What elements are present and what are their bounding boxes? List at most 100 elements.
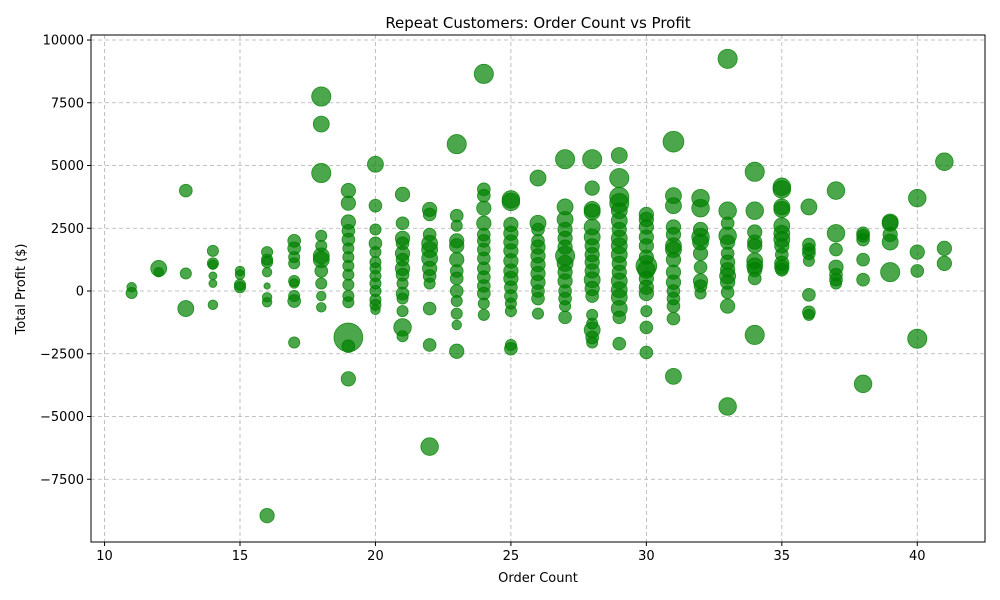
data-point <box>666 299 681 313</box>
data-point <box>476 200 492 216</box>
x-tick-label: 35 <box>774 549 791 564</box>
x-tick-label: 30 <box>638 549 655 564</box>
data-point <box>422 301 437 316</box>
data-point <box>288 278 300 289</box>
data-point <box>477 308 490 321</box>
data-point <box>315 277 328 290</box>
y-tick-label: 0 <box>76 285 84 300</box>
data-point <box>233 281 246 294</box>
data-point <box>747 271 762 286</box>
x-axis-ticks: 10 15 20 25 30 35 40 <box>96 542 926 564</box>
data-point <box>584 180 600 196</box>
data-point <box>744 161 765 182</box>
data-point <box>691 198 710 218</box>
data-point <box>747 238 763 254</box>
data-point <box>555 149 576 170</box>
data-point <box>585 289 599 303</box>
data-point <box>612 336 627 351</box>
data-point <box>772 180 792 199</box>
plot-frame <box>90 34 986 543</box>
data-point <box>693 260 708 274</box>
data-point <box>826 181 846 200</box>
data-point <box>717 48 738 69</box>
data-point <box>586 336 599 349</box>
data-point <box>259 508 275 524</box>
data-point <box>666 311 681 326</box>
data-point <box>179 183 193 198</box>
data-point <box>449 238 465 254</box>
data-point <box>720 285 735 300</box>
data-point <box>316 290 327 302</box>
data-point <box>559 300 572 313</box>
data-point <box>504 341 518 356</box>
data-point <box>396 330 409 343</box>
data-point <box>394 186 411 202</box>
data-point <box>936 240 952 256</box>
y-tick-label: 10000 <box>43 34 84 49</box>
data-point <box>800 198 818 216</box>
data-point <box>315 229 328 242</box>
data-point <box>880 262 901 283</box>
data-point <box>263 282 271 290</box>
data-point <box>261 266 273 278</box>
data-point <box>451 319 462 331</box>
data-point <box>665 367 682 385</box>
data-point <box>179 267 192 280</box>
data-point <box>367 155 384 173</box>
data-point <box>341 339 356 354</box>
chart-title: Repeat Customers: Order Count vs Profit <box>385 14 690 32</box>
data-point <box>638 285 654 302</box>
data-point <box>829 242 843 257</box>
data-point <box>610 147 628 164</box>
data-point <box>531 291 545 306</box>
data-point <box>208 271 218 281</box>
data-point <box>935 152 954 171</box>
data-point <box>208 279 218 288</box>
data-point <box>856 252 870 267</box>
data-point <box>775 262 789 277</box>
data-point <box>340 195 356 211</box>
data-point <box>311 163 332 184</box>
data-point <box>694 287 707 300</box>
data-point <box>423 277 436 290</box>
data-point <box>450 295 463 308</box>
data-point <box>802 254 815 267</box>
data-point <box>639 345 654 360</box>
data-point <box>177 300 195 317</box>
data-point <box>342 296 355 309</box>
data-point <box>449 271 464 286</box>
data-point <box>312 115 330 133</box>
data-point <box>773 201 791 218</box>
data-point <box>830 277 843 290</box>
data-point <box>609 168 630 189</box>
data-point <box>936 255 952 272</box>
data-point <box>340 371 356 387</box>
data-point <box>314 264 329 278</box>
data-point <box>342 278 355 291</box>
data-point <box>529 169 547 187</box>
data-point <box>720 298 736 314</box>
y-axis-ticks: −7500 −5000 −2500 0 2500 5000 7500 10000 <box>40 34 91 488</box>
data-point <box>450 219 463 232</box>
data-point <box>802 287 816 302</box>
data-point <box>396 305 409 318</box>
data-point <box>802 308 815 321</box>
data-point <box>909 244 925 260</box>
data-point <box>665 197 682 215</box>
data-point <box>125 287 138 300</box>
data-point <box>261 297 273 308</box>
data-point <box>583 203 601 221</box>
data-point <box>420 437 439 456</box>
data-point <box>908 188 927 208</box>
x-tick-label: 15 <box>232 549 249 564</box>
data-point <box>311 86 332 107</box>
data-point <box>744 324 765 345</box>
data-point <box>395 216 410 231</box>
data-point <box>856 232 870 247</box>
data-point <box>532 307 545 320</box>
data-point <box>446 134 467 155</box>
data-point <box>910 264 925 278</box>
data-point <box>396 292 409 305</box>
y-axis-label: Total Profit ($) <box>14 244 29 336</box>
